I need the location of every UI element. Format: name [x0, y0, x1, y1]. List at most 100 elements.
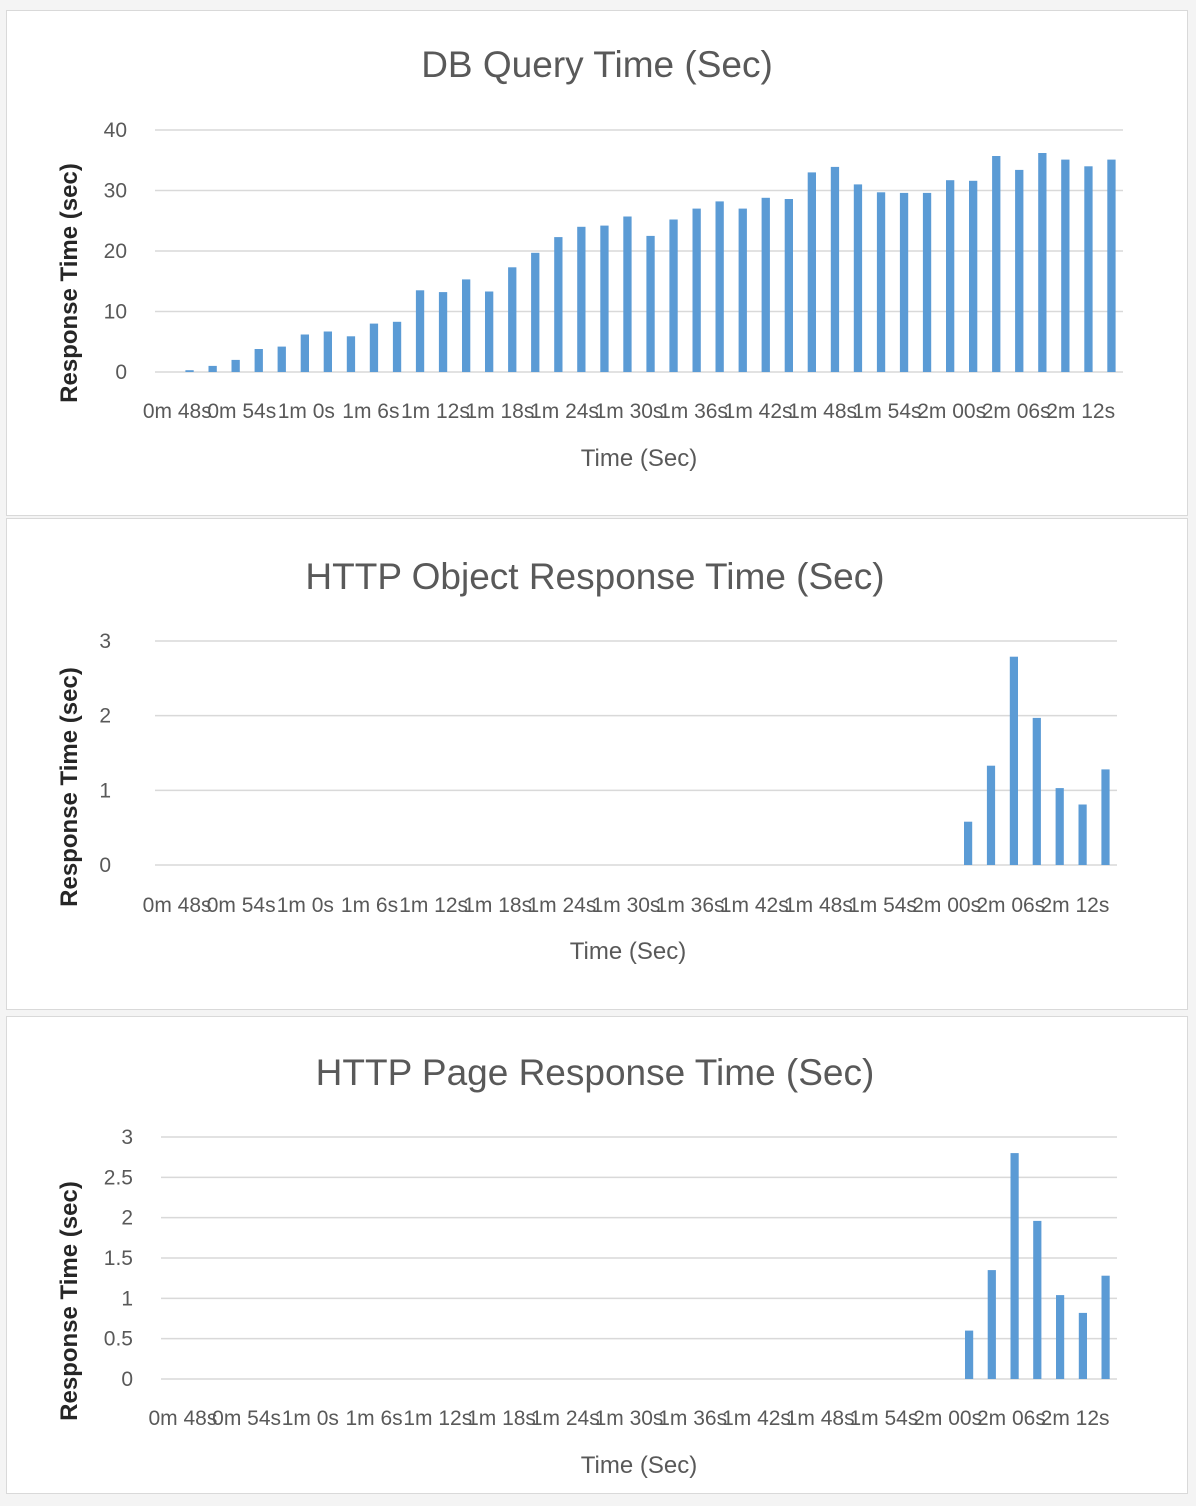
bar — [600, 225, 609, 372]
bar — [738, 208, 747, 372]
y-tick-labels: 0 10 20 30 40 — [104, 119, 127, 384]
x-tick-label: 1m 36s — [658, 1407, 727, 1430]
x-tick-label: 1m 6s — [346, 1407, 403, 1430]
x-tick-label: 1m 42s — [724, 400, 793, 423]
bar — [899, 192, 909, 372]
y-tick-labels: 0 0.5 1 1.5 2 2.5 3 — [104, 1126, 133, 1391]
bar — [185, 370, 194, 372]
bar — [415, 290, 425, 372]
x-tick-label: 0m 54s — [207, 894, 276, 917]
x-tick-label: 1m 0s — [278, 400, 335, 423]
bar — [1033, 1220, 1042, 1379]
bar — [876, 192, 886, 372]
y-tick-label: 20 — [104, 240, 127, 263]
x-tick-label: 1m 18s — [467, 1407, 536, 1430]
x-tick-label: 1m 54s — [853, 400, 922, 423]
db-query-time-chart: DB Query Time (Sec) 0 10 20 30 40 0m 48s 0m 5… — [6, 10, 1188, 516]
x-tick-label: 1m 30s — [592, 894, 661, 917]
y-tick-label: 10 — [104, 301, 127, 324]
y-tick-label: 0.5 — [104, 1328, 133, 1351]
bar — [784, 199, 793, 372]
x-tick-label: 1m 42s — [720, 894, 789, 917]
x-tick-label: 1m 0s — [282, 1407, 339, 1430]
x-tick-label: 1m 0s — [277, 894, 334, 917]
bar — [462, 279, 471, 372]
x-tick-label: 1m 48s — [784, 894, 853, 917]
x-tick-label: 2m 00s — [913, 1407, 982, 1430]
y-tick-label: 2 — [99, 705, 111, 728]
bar — [231, 359, 240, 372]
x-tick-label: 1m 36s — [656, 894, 725, 917]
bar — [761, 197, 770, 372]
bar — [1084, 166, 1093, 372]
x-tick-label: 1m 24s — [527, 894, 596, 917]
bar — [986, 765, 996, 865]
bar — [1101, 1275, 1110, 1379]
x-tick-label: 1m 24s — [531, 1407, 600, 1430]
bar — [992, 156, 1001, 372]
bar — [323, 331, 332, 372]
bar — [531, 252, 540, 372]
y-tick-label: 0 — [115, 361, 127, 384]
bar — [987, 1270, 996, 1379]
bar — [1038, 153, 1047, 372]
x-tick-label: 1m 6s — [341, 894, 398, 917]
x-tick-label: 0m 48s — [143, 894, 212, 917]
bar — [392, 321, 402, 372]
y-axis-label: Response Time (sec) — [56, 667, 83, 907]
x-tick-label: 2m 06s — [982, 400, 1051, 423]
x-tick-label: 1m 18s — [463, 894, 532, 917]
bar — [369, 323, 379, 372]
x-tick-label: 2m 12s — [1046, 400, 1115, 423]
x-tick-label: 1m 18s — [465, 400, 534, 423]
x-tick-label: 1m 24s — [530, 400, 599, 423]
y-tick-label: 1.5 — [104, 1247, 133, 1270]
y-tick-label: 40 — [104, 119, 127, 142]
gridlines — [155, 129, 1123, 373]
bar — [964, 821, 973, 865]
bars — [964, 656, 1110, 865]
bar — [577, 226, 586, 372]
x-tick-label: 0m 48s — [143, 400, 212, 423]
y-tick-label: 2.5 — [104, 1166, 133, 1189]
x-tick-label: 2m 12s — [1040, 894, 1109, 917]
x-tick-label: 0m 48s — [148, 1407, 217, 1430]
x-tick-label: 1m 48s — [788, 400, 857, 423]
y-tick-label: 0 — [99, 854, 111, 877]
bar — [969, 180, 978, 372]
y-tick-label: 2 — [121, 1207, 133, 1230]
bar — [300, 334, 309, 372]
y-tick-label: 0 — [121, 1368, 133, 1391]
bar — [438, 292, 448, 372]
bar — [254, 349, 263, 372]
bar — [1107, 159, 1116, 372]
x-axis-label: Time (Sec) — [581, 445, 697, 472]
bar — [1032, 717, 1041, 865]
x-tick-label: 1m 12s — [399, 894, 468, 917]
y-axis-label: Response Time (sec) — [56, 163, 83, 403]
bars — [185, 153, 1116, 372]
x-tick-label: 2m 12s — [1041, 1407, 1110, 1430]
bar — [965, 1330, 974, 1379]
bar — [807, 172, 816, 372]
x-tick-label: 1m 36s — [659, 400, 728, 423]
x-tick-label: 2m 00s — [917, 400, 986, 423]
y-tick-label: 3 — [99, 630, 111, 653]
x-tick-label: 1m 12s — [401, 400, 470, 423]
bar — [646, 235, 655, 372]
gridlines — [155, 640, 1117, 866]
x-tick-label: 1m 48s — [786, 1407, 855, 1430]
x-tick-label: 0m 54s — [212, 1407, 281, 1430]
chart-title: HTTP Object Response Time (Sec) — [305, 556, 884, 597]
chart-title: HTTP Page Response Time (Sec) — [316, 1052, 875, 1093]
x-tick-label: 2m 00s — [912, 894, 981, 917]
x-tick-label: 1m 6s — [342, 400, 399, 423]
bar — [554, 237, 563, 372]
bar — [692, 208, 701, 372]
bar — [1078, 1312, 1087, 1379]
http-page-response-time-chart: HTTP Page Response Time (Sec) 0 0.5 1 1.5 2 2… — [6, 1016, 1188, 1494]
bar — [669, 219, 678, 372]
